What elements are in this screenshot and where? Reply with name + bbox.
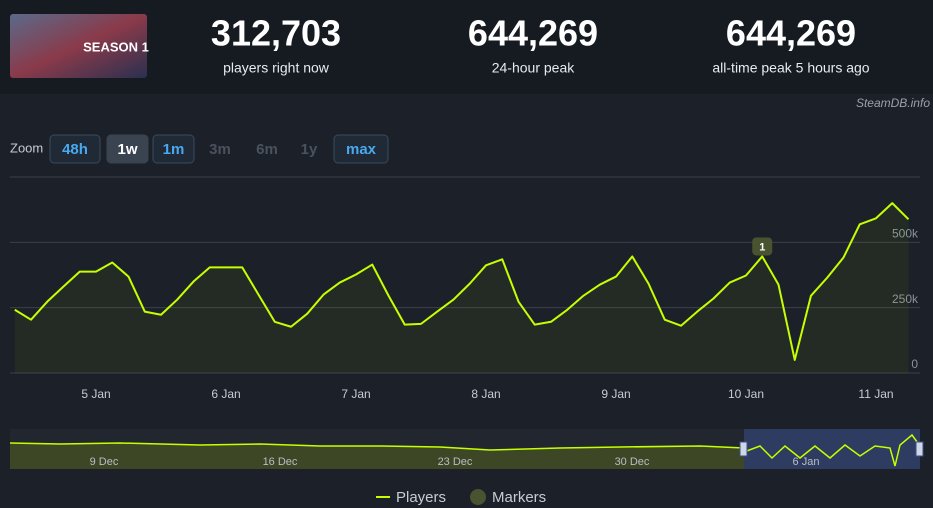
stat-value: 644,269 (468, 13, 598, 54)
x-tick-label: 6 Jan (211, 387, 240, 401)
navigator-line (743, 433, 921, 467)
zoom-button-label[interactable]: max (346, 141, 377, 158)
zoom-button-label[interactable]: 1w (117, 141, 137, 158)
game-art (10, 14, 147, 78)
x-tick-label: 5 Jan (81, 387, 110, 401)
zoom-buttons: 48h 1w 1m 3m 6m 1y max (49, 134, 389, 164)
navigator-handle[interactable] (739, 441, 748, 457)
marker-label[interactable]: 1 (759, 241, 765, 253)
legend-label[interactable]: Players (396, 489, 446, 506)
zoom-button[interactable] (49, 134, 101, 164)
y-tick-label: 250k (892, 292, 919, 306)
navigator-label: 16 Dec (263, 456, 298, 468)
x-tick-label: 9 Jan (601, 387, 630, 401)
zoom-button[interactable] (106, 134, 149, 164)
stat-value: 312,703 (211, 13, 341, 54)
stat-label: all-time peak 5 hours ago (712, 60, 869, 76)
header-bar (0, 0, 933, 94)
legend-label[interactable]: Markers (492, 489, 546, 506)
y-tick-label: 0 (911, 357, 918, 371)
plot: 0 250k 500k 5 Jan 6 Jan 7 Jan 8 Jan 9 Jan 10 Jan… (10, 176, 920, 401)
zoom-button-label[interactable]: 1y (301, 141, 318, 158)
navigator-handle[interactable] (915, 441, 924, 457)
x-tick-label: 10 Jan (728, 387, 764, 401)
zoom-button-label[interactable]: 48h (62, 141, 88, 158)
x-tick-label: 8 Jan (471, 387, 500, 401)
game-art-text: SEASON 1 (83, 39, 149, 54)
zoom-button[interactable] (152, 134, 195, 164)
zoom-button-label[interactable]: 6m (256, 141, 278, 158)
zoom-button-label[interactable]: 1m (163, 141, 185, 158)
navigator-label: 6 Jan (793, 456, 820, 468)
navigator-area (10, 443, 744, 469)
x-tick-label: 7 Jan (341, 387, 370, 401)
x-tick-label: 11 Jan (858, 387, 893, 401)
zoom-button-label[interactable]: 3m (209, 141, 231, 158)
stat-label: players right now (223, 60, 330, 76)
stat-value: 644,269 (726, 13, 856, 54)
y-tick-label: 500k (892, 227, 919, 241)
stat-label: 24-hour peak (492, 60, 576, 76)
navigator-label: 30 Dec (615, 456, 650, 468)
navigator-line (9, 442, 745, 451)
navigator-label: 9 Dec (90, 456, 119, 468)
zoom-button[interactable] (333, 134, 389, 164)
legend-swatch (470, 489, 486, 505)
series-line (14, 202, 910, 361)
series-area (14, 203, 909, 373)
marker[interactable] (752, 237, 773, 256)
navigator-label: 23 Dec (438, 456, 473, 468)
source-credit: SteamDB.info (856, 96, 930, 110)
zoom-label: Zoom (10, 140, 43, 155)
